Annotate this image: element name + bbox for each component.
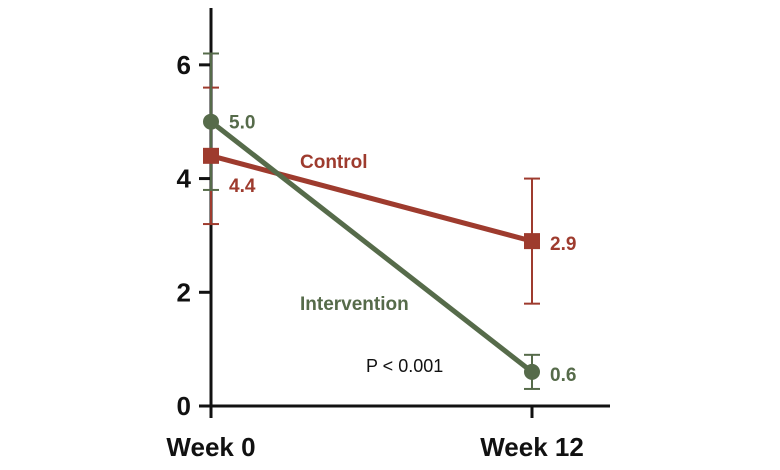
x-tick-label: Week 12 bbox=[480, 432, 584, 462]
series-markers bbox=[203, 113, 540, 380]
data-point-intervention bbox=[524, 363, 540, 380]
data-point-control bbox=[524, 233, 540, 250]
x-tick-label: Week 0 bbox=[166, 432, 255, 462]
y-tick-label: 0 bbox=[177, 391, 191, 421]
data-label: 5.0 bbox=[229, 113, 255, 134]
y-tick-label: 4 bbox=[177, 164, 192, 194]
p-value-annotation: P < 0.001 bbox=[366, 356, 443, 376]
axes: 0 2 4 6 Week 0 Week 12 bbox=[166, 8, 610, 462]
chart-labels: 4.4 2.9 Control 5.0 0.6 Intervention bbox=[229, 113, 576, 386]
y-tick-label: 2 bbox=[177, 277, 191, 307]
data-label: 2.9 bbox=[550, 234, 576, 255]
data-point-intervention bbox=[203, 113, 219, 130]
series-label-control: Control bbox=[300, 152, 368, 173]
series-label-intervention: Intervention bbox=[300, 294, 409, 315]
series-lines bbox=[209, 119, 534, 374]
series-line-intervention bbox=[209, 119, 534, 374]
data-point-control bbox=[203, 147, 219, 164]
series-line-control bbox=[210, 153, 533, 244]
data-label: 0.6 bbox=[550, 365, 576, 386]
y-tick-label: 6 bbox=[177, 50, 191, 80]
data-label: 4.4 bbox=[229, 176, 256, 197]
